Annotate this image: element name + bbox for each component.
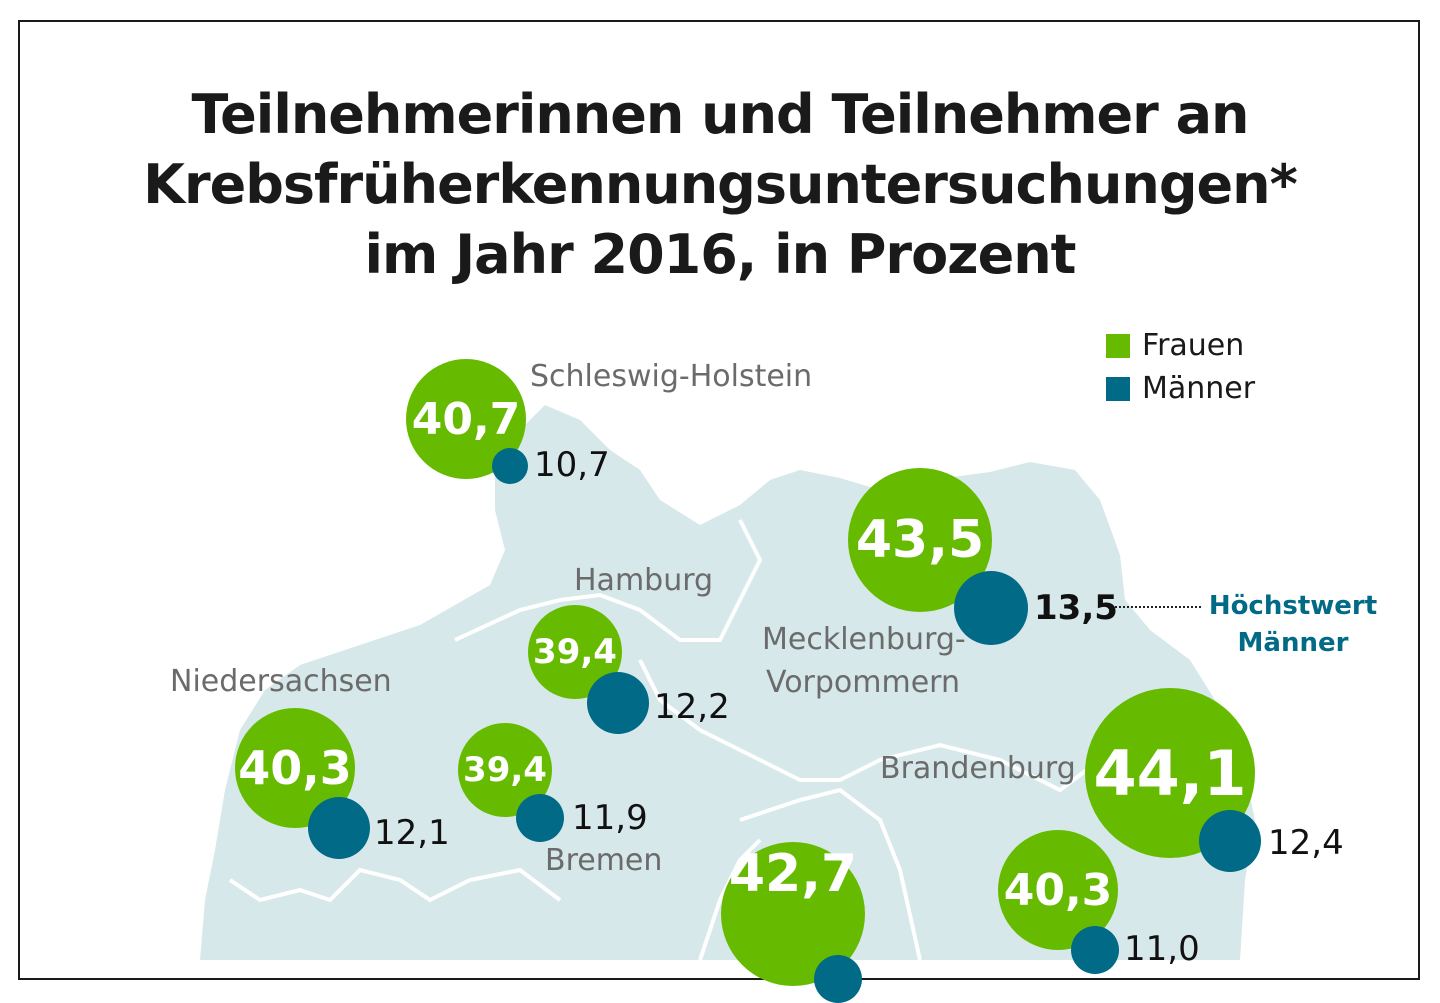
bubble-maenner-mecklenburg-vorpommern [954,571,1028,645]
state-label-schleswig-holstein: Schleswig-Holstein [530,359,813,394]
value-maenner-niedersachsen: 12,1 [374,813,450,853]
value-maenner-hamburg: 12,2 [654,687,730,727]
value-maenner-mecklenburg-vorpommern: 13,5 [1034,588,1118,628]
title-line-3: im Jahr 2016, in Prozent [364,223,1077,286]
title-line-2: Krebsfrüherkennungsuntersuchungen* [143,153,1298,216]
state-label-bremen: Bremen [545,843,663,878]
bubble-maenner-center-state [814,955,862,1003]
annotation-line-2: Männer [1237,628,1349,658]
annotation-line-1: Höchstwert [1208,591,1378,621]
chart-title: Teilnehmerinnen und Teilnehmer an Krebsf… [0,80,1440,290]
annotation-leader-line [1115,606,1201,608]
bubble-maenner-brandenburg [1199,810,1261,872]
legend-item-frauen: Frauen [1106,324,1255,367]
legend: Frauen Männer [1106,324,1255,410]
bubble-maenner-schleswig-holstein [492,448,528,484]
state-label-niedersachsen: Niedersachsen [170,664,392,699]
bubble-frauen-niedersachsen: 40,3 [235,708,355,828]
bubble-frauen-hamburg: 39,4 [528,605,622,699]
value-maenner-bremen: 11,9 [572,798,648,838]
state-label-mv-line1: Mecklenburg- [762,622,966,657]
state-label-brandenburg: Brandenburg [880,751,1076,786]
legend-label-maenner: Männer [1142,371,1256,406]
bubble-maenner-hamburg [587,672,649,734]
annotation-hoechstwert-maenner: Höchstwert Männer [1200,588,1386,662]
bubble-maenner-east-state [1071,926,1119,974]
value-maenner-schleswig-holstein: 10,7 [534,445,610,485]
value-frauen-center-state: 42,7 [728,844,858,904]
bubble-maenner-niedersachsen [308,797,370,859]
bubble-frauen-east-state: 40,3 [998,830,1118,950]
legend-swatch-frauen [1106,333,1130,358]
legend-swatch-maenner [1106,376,1130,401]
value-maenner-east-state: 11,0 [1124,929,1200,969]
state-label-hamburg: Hamburg [574,563,714,598]
legend-item-maenner: Männer [1106,367,1255,410]
legend-label-frauen: Frauen [1142,328,1245,363]
value-maenner-brandenburg: 12,4 [1268,823,1344,863]
bubble-maenner-bremen [516,794,564,842]
title-line-1: Teilnehmerinnen und Teilnehmer an [191,83,1250,146]
state-borders [228,519,1142,960]
state-label-mv-line2: Vorpommern [766,665,961,700]
